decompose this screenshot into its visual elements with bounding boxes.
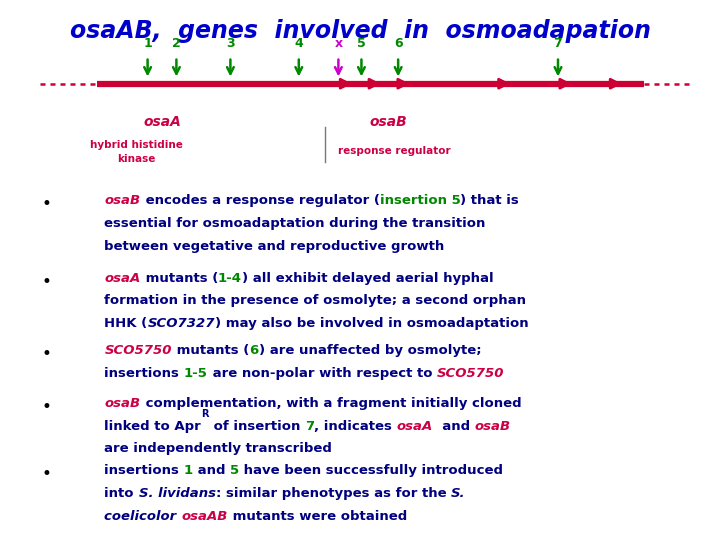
Text: osaAB,  genes  involved  in  osmoadapation: osaAB, genes involved in osmoadapation: [70, 19, 650, 43]
Text: ) that is: ) that is: [460, 194, 519, 207]
Text: and: and: [433, 420, 474, 433]
Text: S. lividans: S. lividans: [138, 487, 215, 500]
Text: kinase: kinase: [117, 154, 156, 164]
Text: have been successfully introduced: have been successfully introduced: [239, 464, 503, 477]
Text: osaA: osaA: [104, 272, 140, 285]
Text: •: •: [42, 345, 52, 363]
Text: osaB: osaB: [104, 194, 140, 207]
Text: 1: 1: [184, 464, 193, 477]
Text: : similar phenotypes as for the: : similar phenotypes as for the: [215, 487, 451, 500]
Text: osaB: osaB: [370, 114, 408, 129]
Text: are independently transcribed: are independently transcribed: [104, 442, 332, 455]
Text: insertion 5: insertion 5: [379, 194, 460, 207]
Text: of insertion: of insertion: [209, 420, 305, 433]
Text: mutants (: mutants (: [140, 272, 218, 285]
Text: S.: S.: [451, 487, 465, 500]
Text: response regulator: response regulator: [338, 146, 451, 156]
Text: insertions: insertions: [104, 367, 184, 380]
Text: 6: 6: [249, 344, 258, 357]
Text: osaB: osaB: [104, 397, 140, 410]
Text: essential for osmoadaptation during the transition: essential for osmoadaptation during the …: [104, 217, 486, 230]
Text: SCO5750: SCO5750: [437, 367, 505, 380]
Text: hybrid histidine: hybrid histidine: [91, 140, 183, 150]
Text: 1-4: 1-4: [218, 272, 242, 285]
Text: coelicolor: coelicolor: [104, 510, 181, 523]
Text: ) may also be involved in osmoadaptation: ) may also be involved in osmoadaptation: [215, 317, 528, 330]
Text: •: •: [42, 273, 52, 291]
Text: and: and: [193, 464, 230, 477]
Text: 1-5: 1-5: [184, 367, 208, 380]
Text: SCO7327: SCO7327: [148, 317, 215, 330]
Text: 6: 6: [394, 37, 402, 50]
Text: •: •: [42, 398, 52, 416]
Text: x: x: [334, 37, 343, 50]
Text: insertions: insertions: [104, 464, 184, 477]
Text: osaAB: osaAB: [181, 510, 228, 523]
Text: 2: 2: [172, 37, 181, 50]
Text: mutants (: mutants (: [172, 344, 249, 357]
Text: 4: 4: [294, 37, 303, 50]
Text: are non-polar with respect to: are non-polar with respect to: [208, 367, 437, 380]
Text: 1: 1: [143, 37, 152, 50]
Text: into: into: [104, 487, 138, 500]
Text: HHK (: HHK (: [104, 317, 148, 330]
Text: linked to Apr: linked to Apr: [104, 420, 201, 433]
Text: ) all exhibit delayed aerial hyphal: ) all exhibit delayed aerial hyphal: [242, 272, 494, 285]
Text: 3: 3: [226, 37, 235, 50]
Text: 7: 7: [305, 420, 314, 433]
Text: R: R: [201, 409, 209, 419]
Text: •: •: [42, 465, 52, 483]
Text: ) are unaffected by osmolyte;: ) are unaffected by osmolyte;: [258, 344, 481, 357]
Text: formation in the presence of osmolyte; a second orphan: formation in the presence of osmolyte; a…: [104, 294, 526, 307]
Text: osaA: osaA: [143, 114, 181, 129]
Text: , indicates: , indicates: [314, 420, 396, 433]
Text: encodes a response regulator (: encodes a response regulator (: [140, 194, 379, 207]
Text: complementation, with a fragment initially cloned: complementation, with a fragment initial…: [140, 397, 521, 410]
Text: 7: 7: [554, 37, 562, 50]
Text: between vegetative and reproductive growth: between vegetative and reproductive grow…: [104, 240, 445, 253]
Text: osaB: osaB: [474, 420, 510, 433]
Text: 5: 5: [357, 37, 366, 50]
Text: SCO5750: SCO5750: [104, 344, 172, 357]
Text: 5: 5: [230, 464, 239, 477]
Text: mutants were obtained: mutants were obtained: [228, 510, 407, 523]
Text: •: •: [42, 195, 52, 213]
Text: osaA: osaA: [396, 420, 433, 433]
